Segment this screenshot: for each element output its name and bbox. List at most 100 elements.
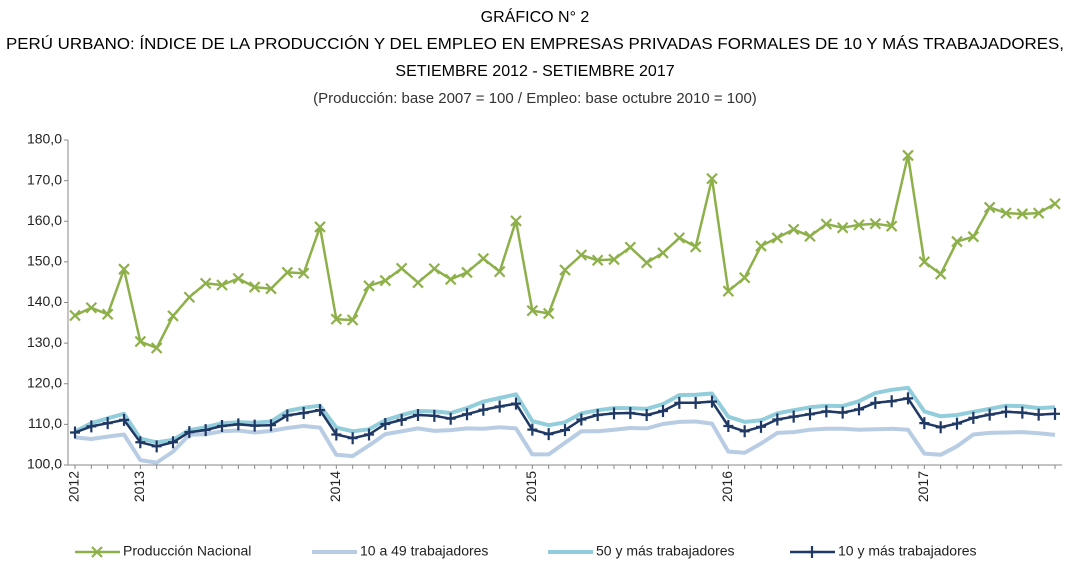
- x-tick-label: 2017: [915, 471, 931, 502]
- marker: [902, 149, 914, 162]
- marker-shape: [807, 546, 817, 558]
- marker: [640, 256, 653, 269]
- marker: [346, 314, 359, 326]
- marker: [722, 285, 735, 297]
- marker: [363, 280, 375, 292]
- marker: [870, 396, 881, 409]
- marker-shape: [101, 308, 114, 321]
- marker-shape: [1000, 207, 1012, 219]
- legend-label: Producción Nacional: [123, 543, 251, 559]
- marker-shape: [640, 256, 653, 269]
- marker: [445, 412, 456, 425]
- x-tick-label: 2013: [131, 471, 147, 502]
- marker-shape: [510, 215, 522, 227]
- marker: [511, 397, 521, 410]
- marker-shape: [151, 440, 162, 453]
- marker-shape: [91, 546, 103, 558]
- marker: [869, 217, 882, 230]
- marker-shape: [1001, 405, 1011, 418]
- marker-shape: [266, 419, 276, 432]
- marker: [853, 219, 865, 231]
- marker-shape: [560, 424, 570, 437]
- marker: [331, 428, 342, 441]
- marker-shape: [1016, 208, 1029, 220]
- marker: [69, 309, 81, 322]
- marker-shape: [184, 426, 195, 439]
- marker-shape: [674, 396, 685, 409]
- x-tick-label: 2014: [327, 471, 343, 502]
- marker-shape: [477, 252, 490, 265]
- marker: [755, 240, 767, 252]
- marker: [820, 218, 833, 230]
- marker: [984, 408, 995, 421]
- marker-shape: [658, 404, 668, 417]
- marker-shape: [200, 424, 211, 437]
- marker-shape: [314, 221, 326, 233]
- marker-shape: [805, 408, 815, 421]
- marker: [379, 274, 392, 287]
- marker-shape: [281, 266, 294, 279]
- x-tick-label: 2016: [719, 471, 735, 502]
- marker-shape: [689, 241, 702, 253]
- marker-shape: [657, 247, 669, 259]
- marker-shape: [722, 285, 735, 297]
- y-tick-label: 160,0: [27, 212, 62, 228]
- legend-item: 50 y más trabajadores: [548, 543, 735, 559]
- marker-shape: [395, 262, 408, 275]
- y-tick-label: 120,0: [27, 374, 62, 390]
- marker: [168, 436, 178, 449]
- marker: [1000, 207, 1012, 219]
- marker: [707, 395, 717, 408]
- marker: [298, 407, 309, 419]
- marker: [413, 409, 423, 422]
- marker-shape: [493, 265, 506, 278]
- marker: [249, 419, 260, 432]
- marker: [543, 428, 554, 441]
- marker-shape: [885, 220, 898, 232]
- marker-shape: [935, 421, 946, 434]
- chart-title: SETIEMBRE 2012 - SETIEMBRE 2017: [395, 63, 674, 80]
- marker: [609, 407, 619, 420]
- marker-shape: [952, 417, 962, 430]
- marker: [183, 291, 196, 303]
- marker-shape: [591, 254, 604, 267]
- marker-shape: [346, 314, 359, 326]
- marker: [690, 396, 701, 409]
- marker: [395, 262, 408, 275]
- marker: [119, 413, 129, 426]
- marker-shape: [837, 406, 848, 419]
- marker-shape: [918, 256, 931, 268]
- marker: [527, 423, 538, 436]
- marker-shape: [134, 335, 147, 348]
- chart-title: PERÚ URBANO: ÍNDICE DE LA PRODUCCIÓN Y D…: [6, 34, 1064, 53]
- marker: [248, 281, 261, 293]
- marker-shape: [625, 407, 636, 419]
- marker: [576, 413, 587, 426]
- marker: [836, 221, 849, 234]
- marker-shape: [233, 418, 244, 431]
- marker: [216, 279, 228, 291]
- marker-shape: [248, 281, 261, 293]
- marker: [134, 335, 147, 348]
- marker: [314, 221, 326, 233]
- marker: [86, 420, 97, 433]
- marker-shape: [315, 404, 325, 417]
- marker-shape: [168, 436, 178, 449]
- marker-shape: [494, 400, 505, 413]
- marker-shape: [379, 274, 392, 287]
- marker-shape: [641, 409, 652, 422]
- marker: [886, 395, 897, 408]
- marker: [493, 265, 506, 278]
- marker-shape: [249, 419, 260, 432]
- marker: [967, 230, 980, 243]
- y-tick-label: 180,0: [27, 131, 62, 147]
- marker-shape: [478, 403, 489, 416]
- marker: [412, 276, 424, 289]
- marker-shape: [870, 396, 881, 409]
- marker: [919, 417, 930, 430]
- marker-shape: [609, 407, 619, 420]
- marker-shape: [919, 417, 930, 430]
- marker-shape: [526, 304, 539, 317]
- marker-shape: [347, 432, 358, 445]
